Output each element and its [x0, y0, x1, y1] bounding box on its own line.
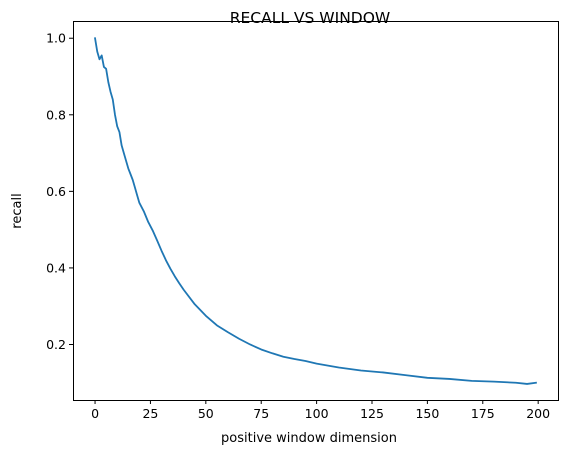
chart-title: RECALL VS WINDOW	[230, 9, 391, 27]
y-tick-label: 1.0	[46, 31, 66, 46]
y-tick-label: 0.6	[46, 184, 66, 199]
x-tick-label: 150	[415, 406, 439, 421]
x-tick-label: 75	[253, 406, 269, 421]
plot-frame	[73, 21, 559, 401]
x-tick-label: 175	[471, 406, 495, 421]
y-tick-label: 0.2	[46, 337, 66, 352]
x-axis-label: positive window dimension	[221, 431, 397, 446]
x-tick-label: 50	[198, 406, 214, 421]
x-tick-label: 0	[91, 406, 99, 421]
y-tick-label: 0.8	[46, 107, 66, 122]
x-tick-label: 100	[305, 406, 329, 421]
x-tick-label: 125	[360, 406, 384, 421]
plot-series	[94, 37, 537, 385]
y-axis-label: recall	[10, 193, 25, 228]
x-axis-ticks: 0 25 50 75 100 125 150 175 200	[91, 400, 550, 421]
x-tick-label: 25	[142, 406, 158, 421]
y-tick-label: 0.4	[46, 260, 66, 275]
x-tick-label: 200	[526, 406, 550, 421]
series-line-0	[94, 37, 537, 385]
y-axis-ticks: 0.2 0.4 0.6 0.8 1.0	[46, 31, 73, 352]
